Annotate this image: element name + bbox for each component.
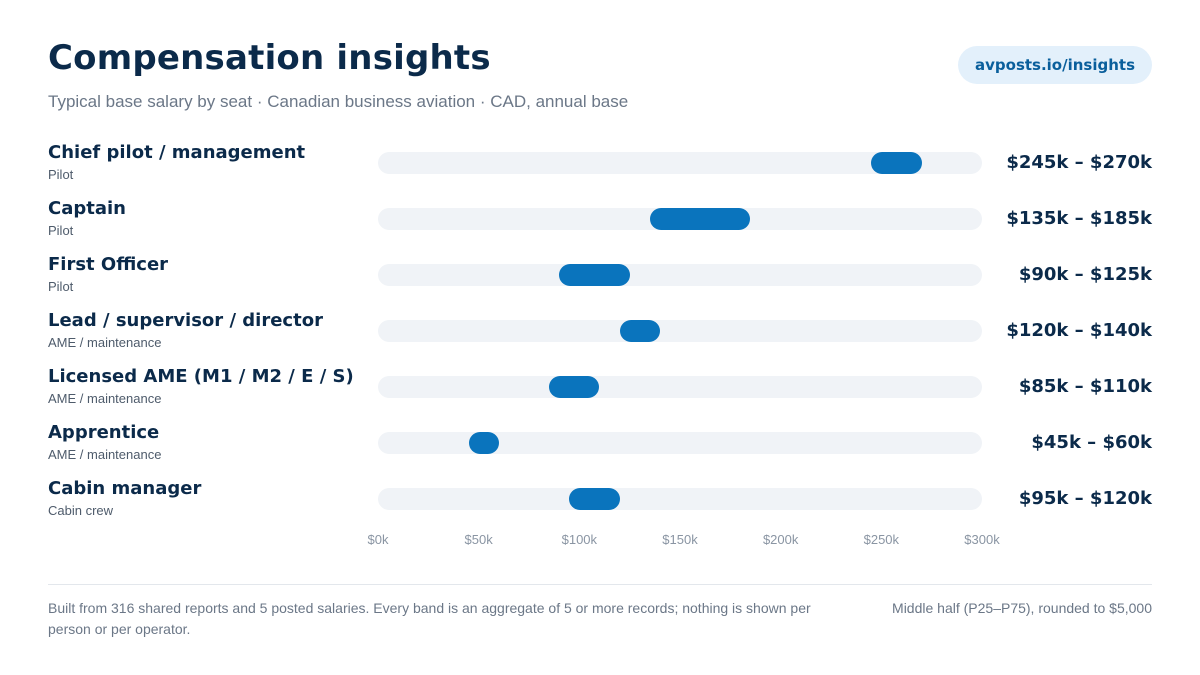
range-value-label: $85k – $110k: [1018, 376, 1152, 397]
salary-band-bar: [871, 152, 922, 174]
salary-band-bar: [549, 376, 600, 398]
salary-band-bar: [559, 264, 630, 286]
range-track: [378, 488, 982, 510]
seat-label: Lead / supervisor / director: [48, 310, 323, 331]
seat-label: Cabin manager: [48, 478, 202, 499]
seat-category: Pilot: [48, 279, 74, 294]
range-track: [378, 376, 982, 398]
row-label-block: Apprentice AME / maintenance: [48, 422, 161, 464]
row-label-block: Licensed AME (M1 / M2 / E / S) AME / main…: [48, 366, 354, 408]
footnote: Built from 316 shared reports and 5 post…: [48, 600, 811, 637]
seat-label: Licensed AME (M1 / M2 / E / S): [48, 366, 354, 387]
seat-category: Pilot: [48, 167, 74, 182]
salary-band-bar: [649, 208, 751, 230]
range-value-label: $90k – $125k: [1018, 264, 1152, 285]
footer-divider: [48, 584, 1152, 585]
seat-label: First Officer: [48, 254, 169, 275]
range-value-label: $245k – $270k: [1006, 152, 1152, 173]
range-track: [378, 264, 982, 286]
row-label-block: Chief pilot / management Pilot: [48, 142, 305, 184]
page-subtitle: Typical base salary by seat · Canadian b…: [48, 92, 629, 111]
x-tick-label: $150k: [662, 532, 698, 547]
salary-band-bar: [619, 320, 660, 342]
range-track: [378, 152, 982, 174]
seat-category: AME / maintenance: [48, 447, 162, 462]
x-tick-label: $0k: [367, 532, 389, 547]
row-label-block: First Officer Pilot: [48, 254, 168, 296]
seat-category: Cabin crew: [48, 503, 114, 518]
x-tick-label: $300k: [964, 532, 1000, 547]
x-tick-label: $200k: [762, 532, 799, 547]
salary-band-bar: [468, 432, 499, 454]
seat-label: Chief pilot / management: [48, 142, 306, 163]
seat-category: AME / maintenance: [48, 335, 162, 350]
range-track: [378, 432, 982, 454]
x-tick-label: $50k: [464, 532, 493, 547]
row-label-block: Captain Pilot: [48, 198, 126, 240]
range-value-label: $120k – $140k: [1006, 320, 1152, 341]
seat-label: Apprentice: [48, 422, 160, 443]
x-tick-label: $100k: [561, 532, 598, 547]
insights-link[interactable]: avposts.io/insights: [958, 46, 1152, 84]
x-tick-label: $250k: [863, 532, 900, 547]
range-track: [378, 320, 982, 342]
row-label-block: Cabin manager Cabin crew: [48, 478, 201, 520]
page-title: Compensation insights: [48, 38, 491, 78]
seat-label: Captain: [48, 198, 126, 219]
seat-category: Pilot: [48, 223, 74, 238]
row-label-block: Lead / supervisor / director AME / mainte…: [48, 310, 323, 352]
salary-band-bar: [569, 488, 620, 510]
method-note: Middle half (P25–P75), rounded to $5,000: [892, 600, 1152, 616]
range-value-label: $95k – $120k: [1018, 488, 1152, 509]
seat-category: AME / maintenance: [48, 391, 162, 406]
range-value-label: $135k – $185k: [1006, 208, 1152, 229]
range-value-label: $45k – $60k: [1031, 432, 1152, 453]
